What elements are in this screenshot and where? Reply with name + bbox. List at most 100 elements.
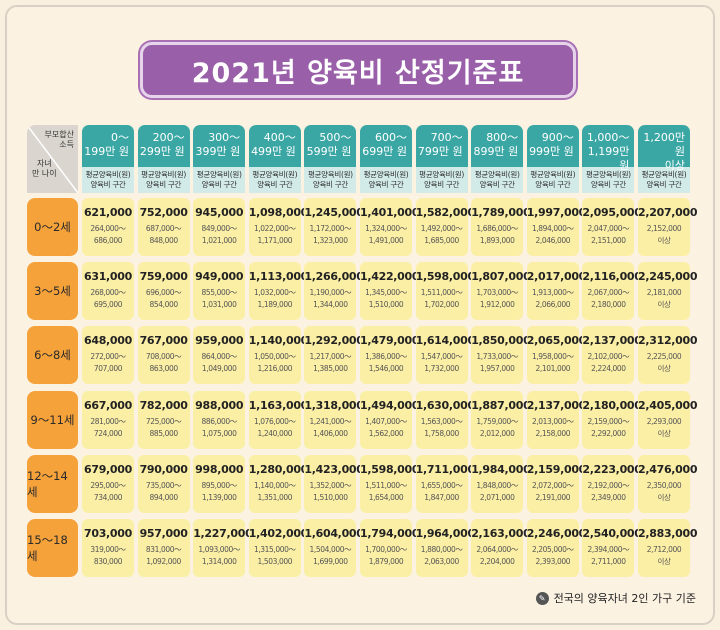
income-bracket-sublabel: 평균양육비(원) 양육비 구간 [248,167,301,193]
table-cell: 1,984,000 1,848,000～ 2,071,000 [471,454,531,513]
table-cell: 767,000 708,000～ 863,000 [137,326,190,385]
average-cost-value: 1,292,000 [304,334,364,348]
table-cell: 1,887,000 1,759,000～ 2,012,000 [471,390,531,449]
cost-range-value: 1,407,000～ 1,562,000 [365,416,407,438]
cost-range-value: 1,563,000～ 1,758,000 [420,416,463,438]
table-cell: 1,807,000 1,703,000～ 1,912,000 [471,262,531,321]
average-cost-value: 1,113,000 [248,270,309,284]
cost-range-value: 1,511,000～ 1,702,000 [420,288,463,310]
table-cell: 1,850,000 1,733,000～ 1,957,000 [471,326,531,385]
table-cell: 2,065,000 1,958,000～ 2,101,000 [526,326,586,385]
cost-range-value: 2,102,000～ 2,224,000 [587,352,630,374]
table-cell: 2,476,000 2,350,000 이상 [638,454,698,513]
average-cost-value: 2,223,000 [582,462,642,476]
table-corner: 부모합산 소득 자녀 만 나이 [27,125,78,193]
cost-range-value: 268,000～ 695,000 [90,288,126,310]
income-bracket-label: 0～ 199만 원 [82,125,134,167]
average-cost-value: 2,159,000 [526,462,587,476]
average-cost-value: 2,312,000 [638,334,698,348]
average-cost-value: 2,883,000 [638,527,698,540]
cost-range-value: 1,140,000～ 1,351,000 [253,480,296,502]
cost-range-value: 895,000～ 1,139,000 [201,480,238,502]
average-cost-value: 1,964,000 [415,527,476,540]
cost-range-value: 1,547,000～ 1,732,000 [420,352,463,374]
cost-range-value: 864,000～ 1,049,000 [201,352,238,374]
income-header-3: 400～ 499만 원 평균양육비(원) 양육비 구간 [248,125,301,193]
income-bracket-sublabel: 평균양육비(원) 양육비 구간 [193,167,246,193]
cost-range-value: 272,000～ 707,000 [90,352,126,374]
income-bracket-label: 600～ 699만 원 [360,125,412,167]
cost-range-value: 1,190,000～ 1,344,000 [309,288,352,310]
cost-range-value: 1,345,000～ 1,510,000 [365,288,407,310]
cost-range-value: 281,000～ 724,000 [90,416,126,438]
table-cell: 1,280,000 1,140,000～ 1,351,000 [248,454,309,513]
average-cost-value: 667,000 [83,398,132,412]
average-cost-value: 949,000 [195,270,244,284]
average-cost-value: 1,318,000 [304,398,364,412]
cost-range-value: 2,192,000～ 2,349,000 [587,480,630,502]
table-cell: 1,479,000 1,386,000～ 1,546,000 [360,326,420,385]
table-cell: 2,180,000 2,159,000～ 2,292,000 [582,390,642,449]
cost-range-value: 735,000～ 894,000 [145,480,182,502]
average-cost-value: 2,405,000 [638,398,698,412]
average-cost-value: 1,098,000 [248,206,309,219]
cost-range-value: 1,241,000～ 1,406,000 [309,416,352,438]
cost-range-value: 2,159,000～ 2,292,000 [587,416,630,438]
cost-range-value: 2,064,000～ 2,204,000 [476,545,519,566]
cost-range-value: 1,022,000～ 1,171,000 [253,224,296,245]
average-cost-value: 2,137,000 [582,334,642,348]
table-cell: 959,000 864,000～ 1,049,000 [193,326,246,385]
table-cell: 1,711,000 1,655,000～ 1,847,000 [415,454,475,513]
table-cell: 759,000 696,000～ 854,000 [137,262,190,321]
income-bracket-label: 1,200만 원 이상 [638,125,690,172]
average-cost-value: 2,095,000 [582,206,642,219]
income-header-4: 500～ 599만 원 평균양육비(원) 양육비 구간 [304,125,357,193]
average-cost-value: 1,266,000 [304,270,364,284]
average-cost-value: 1,598,000 [360,462,420,476]
table-cell: 2,223,000 2,192,000～ 2,349,000 [582,454,642,513]
table-cell: 1,964,000 1,880,000～ 2,063,000 [415,519,476,577]
income-bracket-label: 700～ 799만 원 [415,125,468,167]
table-cell: 1,614,000 1,547,000～ 1,732,000 [415,326,476,385]
table-cell: 2,116,000 2,067,000～ 2,180,000 [582,262,642,321]
table-cell: 1,318,000 1,241,000～ 1,406,000 [304,390,364,449]
cost-range-value: 264,000～ 686,000 [90,224,126,245]
table-cell: 667,000 281,000～ 724,000 [82,390,134,449]
age-group-label: 0～2세 [27,198,78,256]
average-cost-value: 679,000 [83,462,132,476]
average-cost-value: 1,614,000 [415,334,476,348]
cost-range-value: 696,000～ 854,000 [145,288,182,310]
income-bracket-label: 200～ 299만 원 [137,125,190,167]
average-cost-value: 621,000 [83,206,132,219]
cost-range-value: 2,293,000 이상 [646,416,682,438]
average-cost-value: 703,000 [83,527,132,540]
cost-range-value: 2,205,000～ 2,393,000 [531,545,574,566]
average-cost-value: 1,227,000 [193,527,253,540]
income-bracket-label: 800～ 899만 원 [471,125,524,167]
cost-range-value: 1,913,000～ 2,066,000 [531,288,574,310]
table-cell: 1,292,000 1,217,000～ 1,385,000 [304,326,364,385]
cost-range-value: 2,394,000～ 2,711,000 [587,545,630,566]
average-cost-value: 959,000 [195,334,244,348]
age-group-label: 6～8세 [27,326,78,385]
table-cell: 1,604,000 1,504,000～ 1,699,000 [304,519,364,577]
income-bracket-label: 1,000～ 1,199만 원 [582,125,635,172]
age-group-label: 3～5세 [27,262,78,321]
average-cost-value: 1,422,000 [360,270,420,284]
table-cell: 988,000 886,000～ 1,075,000 [193,390,246,449]
income-header-2: 300～ 399만 원 평균양육비(원) 양육비 구간 [193,125,246,193]
average-cost-value: 1,630,000 [415,398,476,412]
cost-range-value: 1,217,000～ 1,385,000 [309,352,352,374]
cost-range-value: 2,067,000～ 2,180,000 [587,288,630,310]
age-group-label: 12～14세 [27,454,78,513]
cost-range-value: 1,759,000～ 2,012,000 [476,416,519,438]
cost-range-value: 1,848,000～ 2,071,000 [476,480,519,502]
cost-range-value: 2,712,000 이상 [646,545,682,566]
table-cell: 1,422,000 1,345,000～ 1,510,000 [360,262,420,321]
table-cell: 2,163,000 2,064,000～ 2,204,000 [471,519,531,577]
average-cost-value: 1,582,000 [415,206,476,219]
average-cost-value: 1,163,000 [248,398,309,412]
cost-range-value: 725,000～ 885,000 [145,416,182,438]
average-cost-value: 1,280,000 [248,462,309,476]
table-cell: 2,245,000 2,181,000 이상 [638,262,698,321]
